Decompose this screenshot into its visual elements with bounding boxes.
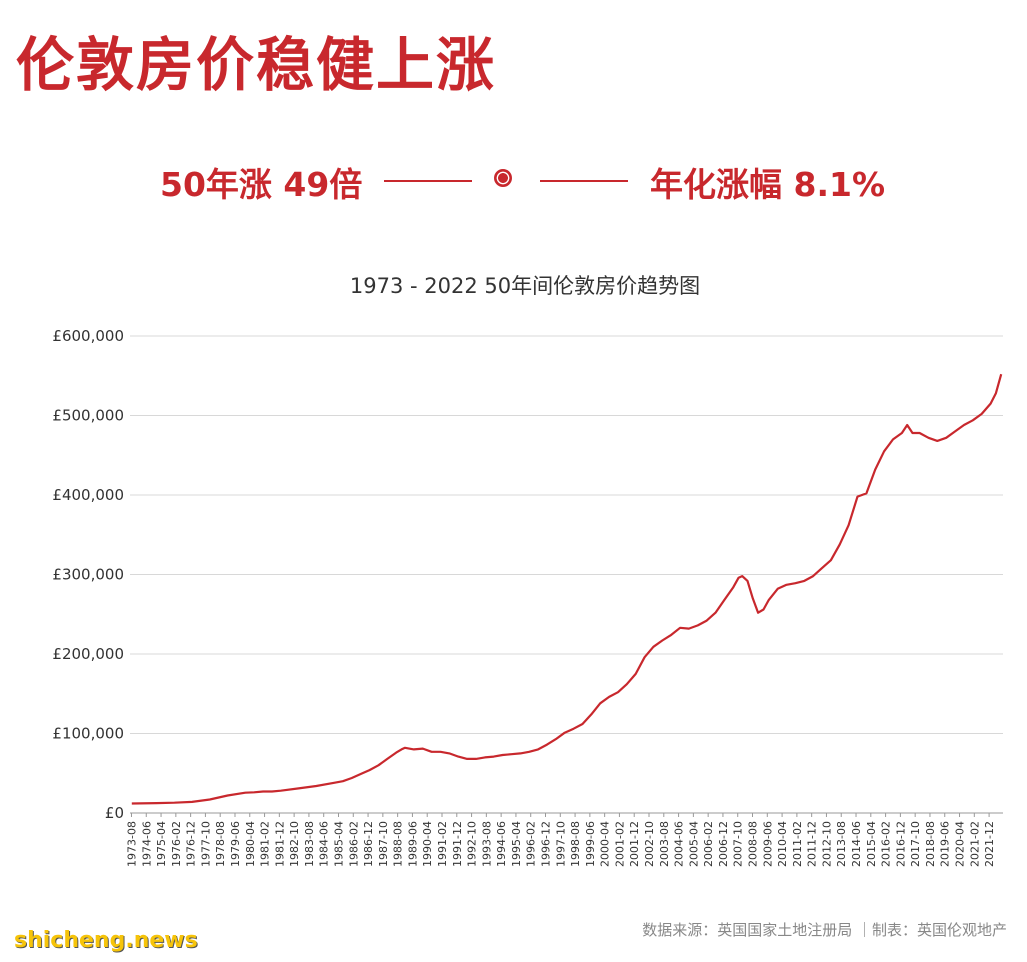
price-trend-chart: £0 £100,000 £200,000 £300,000 £400,000 £500,0… — [52, 327, 1003, 867]
x-tick-label: 1991-02 — [436, 821, 449, 867]
x-tick-label: 1985-04 — [332, 821, 345, 867]
x-tick-label: 2014-06 — [850, 821, 863, 867]
x-tick-label: 1998-08 — [569, 821, 582, 867]
x-tick-label: 1990-04 — [421, 821, 434, 867]
x-tick-label: 2013-08 — [835, 821, 848, 867]
x-tick-label: 2021-12 — [983, 821, 996, 867]
x-tick-label: 1987-10 — [377, 821, 390, 867]
y-tick-label: £0 — [105, 804, 124, 822]
x-tick-label: 1996-12 — [540, 821, 553, 867]
x-tick-label: 1975-04 — [155, 821, 168, 867]
x-tick-label: 2004-06 — [673, 821, 686, 867]
x-tick-label: 1976-12 — [185, 821, 198, 867]
annual-growth-stat: 年化涨幅 8.1% — [650, 165, 886, 204]
x-tick-label: 2017-10 — [909, 821, 922, 867]
x-tick-label: 1978-08 — [214, 821, 227, 867]
x-tick-label: 2002-10 — [643, 821, 656, 867]
x-tick-label: 1989-06 — [406, 821, 419, 867]
x-tick-label: 2001-12 — [628, 821, 641, 867]
x-tick-label: 1981-02 — [259, 821, 272, 867]
x-tick-label: 1980-04 — [244, 821, 257, 867]
x-tick-label: 1995-04 — [510, 821, 523, 867]
x-tick-label: 2019-06 — [939, 821, 952, 867]
x-tick-label: 1986-12 — [362, 821, 375, 867]
x-tick-label: 2000-04 — [599, 821, 612, 867]
headline: 伦敦房价稳健上涨 — [16, 31, 497, 99]
y-tick-label: £300,000 — [52, 566, 124, 584]
x-tick-label: 2009-06 — [761, 821, 774, 867]
x-tick-label: 2008-08 — [747, 821, 760, 867]
chart-title: 1973 - 2022 50年间伦敦房价趋势图 — [349, 274, 701, 298]
x-tick-label: 1999-06 — [584, 821, 597, 867]
x-tick-label: 2007-10 — [732, 821, 745, 867]
x-tick-label: 2011-02 — [791, 821, 804, 867]
x-tick-label: 2001-02 — [613, 821, 626, 867]
x-tick-label: 2018-08 — [924, 821, 937, 867]
x-tick-label: 1996-02 — [525, 821, 538, 867]
x-tick-label: 2016-12 — [894, 821, 907, 867]
x-tick-label: 1986-02 — [347, 821, 360, 867]
x-tick-label: 1981-12 — [273, 821, 286, 867]
x-tick-label: 2015-04 — [865, 821, 878, 867]
x-tick-label: 1992-10 — [466, 821, 479, 867]
watermark: shicheng.news — [14, 928, 198, 953]
x-tick-label: 2010-04 — [776, 821, 789, 867]
stats-banner: 50年涨 49倍 年化涨幅 8.1% — [0, 150, 1027, 210]
target-dot-icon — [494, 169, 512, 187]
x-tick-label: 1988-08 — [392, 821, 405, 867]
x-tick-label: 2021-02 — [968, 821, 981, 867]
x-tick-label: 1982-10 — [288, 821, 301, 867]
x-tick-label: 1974-06 — [140, 821, 153, 867]
x-tick-label: 1977-10 — [199, 821, 212, 867]
connector-line-left — [384, 180, 472, 182]
y-tick-label: £400,000 — [52, 486, 124, 504]
x-tick-label: 1993-08 — [480, 821, 493, 867]
y-tick-label: £100,000 — [52, 725, 124, 743]
x-tick-label: 1983-08 — [303, 821, 316, 867]
growth-multiple-stat: 50年涨 49倍 — [160, 165, 363, 204]
x-tick-label: 1973-08 — [125, 821, 138, 867]
x-tick-label: 1976-02 — [170, 821, 183, 867]
x-tick-label: 2020-04 — [954, 821, 967, 867]
y-tick-label: £600,000 — [52, 327, 124, 345]
x-tick-label: 2011-12 — [806, 821, 819, 867]
x-tick-label: 1979-06 — [229, 821, 242, 867]
y-tick-label: £500,000 — [52, 407, 124, 425]
x-tick-label: 1991-12 — [451, 821, 464, 867]
connector-line-right — [540, 180, 628, 182]
x-tick-label: 1997-10 — [554, 821, 567, 867]
source-note: 数据来源：英国国家土地注册局 ｜制表：英国伦观地产 — [642, 921, 1007, 939]
x-tick-label: 2006-12 — [717, 821, 730, 867]
x-tick-label: 2006-02 — [702, 821, 715, 867]
price-series-line — [131, 373, 1003, 805]
y-tick-label: £200,000 — [52, 645, 124, 663]
x-tick-label: 2003-08 — [658, 821, 671, 867]
x-tick-label: 1984-06 — [318, 821, 331, 867]
x-tick-label: 2016-02 — [880, 821, 893, 867]
x-tick-label: 1994-06 — [495, 821, 508, 867]
x-tick-label: 2012-10 — [820, 821, 833, 867]
x-tick-label: 2005-04 — [687, 821, 700, 867]
